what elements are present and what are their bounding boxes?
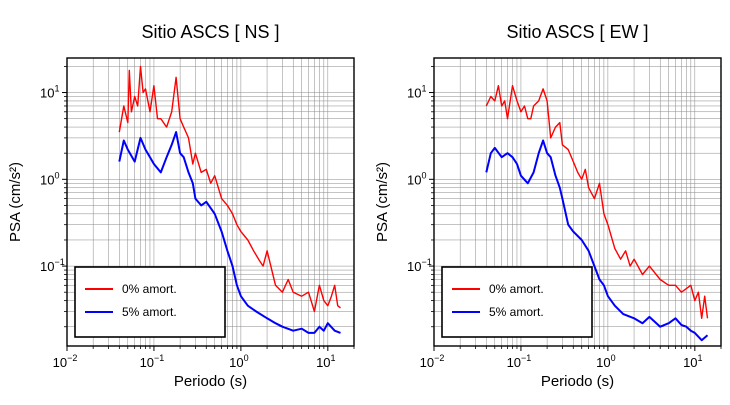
- ns-y-tick-exp: −1: [54, 257, 64, 267]
- ew-x-tick-label: 101: [683, 353, 702, 370]
- ew-y-axis-label: PSA (cm/s²): [374, 162, 391, 242]
- ew-y-tick-base: 10: [407, 172, 421, 187]
- ns-x-tick-exp: 0: [244, 353, 249, 363]
- ew-legend-box: [441, 266, 593, 338]
- ew-y-tick-base: 10: [407, 259, 421, 274]
- ew-x-tick-exp: 1: [698, 353, 703, 363]
- ew-x-tick-label: 10−2: [420, 353, 445, 370]
- ns-y-tick-base: 10: [40, 259, 54, 274]
- ns-y-tick-exp: 0: [54, 170, 59, 180]
- ew-y-tick-label: 10−1: [407, 257, 432, 274]
- ew-x-tick-exp: −1: [521, 353, 531, 363]
- ew-x-tick-base: 10: [507, 355, 521, 370]
- ew-y-tick-exp: 0: [421, 170, 426, 180]
- ew-x-tick-base: 10: [596, 355, 610, 370]
- ew-x-tick-label: 10−1: [507, 353, 532, 370]
- ns-legend-box: [74, 266, 226, 338]
- ns-x-tick-exp: 1: [331, 353, 336, 363]
- ns-x-tick-base: 10: [229, 355, 243, 370]
- ew-x-tick-base: 10: [683, 355, 697, 370]
- ew-plot-frame: [433, 57, 722, 347]
- ns-x-tick-base: 10: [53, 355, 67, 370]
- ns-y-tick-base: 10: [40, 172, 54, 187]
- ew-x-tick-label: 100: [596, 353, 615, 370]
- ns-x-tick-label: 101: [316, 353, 335, 370]
- ns-series-line-damping-0: [118, 65, 341, 313]
- ns-y-tick-label: 101: [40, 84, 59, 101]
- ns-legend-label-damping-0: 0% amort.: [122, 282, 177, 296]
- ew-y-tick-label: 100: [407, 170, 426, 187]
- ns-y-axis-label: PSA (cm/s²): [7, 162, 24, 242]
- ns-x-tick-label: 10−1: [140, 353, 165, 370]
- ew-y-tick-label: 101: [407, 84, 426, 101]
- ew-y-tick-exp: −1: [421, 257, 431, 267]
- ns-x-tick-exp: −2: [67, 353, 77, 363]
- ns-x-tick-label: 100: [229, 353, 248, 370]
- ns-y-tick-label: 100: [40, 170, 59, 187]
- ns-y-tick-base: 10: [40, 86, 54, 101]
- ns-series-line-damping-5: [118, 131, 341, 334]
- ew-chart-title: Sitio ASCS [ EW ]: [506, 22, 648, 42]
- ns-chart-title: Sitio ASCS [ NS ]: [141, 22, 279, 42]
- ns-y-tick-label: 10−1: [40, 257, 65, 274]
- ew-legend-label-damping-5: 5% amort.: [489, 305, 544, 319]
- ew-x-tick-base: 10: [420, 355, 434, 370]
- ew-series-line-damping-0: [485, 84, 709, 319]
- ns-x-tick-base: 10: [140, 355, 154, 370]
- ns-x-tick-base: 10: [316, 355, 330, 370]
- ew-series-line-damping-5: [485, 139, 709, 342]
- ns-y-tick-exp: 1: [54, 84, 59, 94]
- ns-legend: 0% amort. 5% amort.: [74, 266, 226, 338]
- ew-y-tick-exp: 1: [421, 84, 426, 94]
- ew-x-tick-exp: −2: [434, 353, 444, 363]
- ns-legend-label-damping-5: 5% amort.: [122, 305, 177, 319]
- ns-plot-frame: [66, 57, 355, 347]
- ns-x-tick-exp: −1: [154, 353, 164, 363]
- ew-legend: 0% amort. 5% amort.: [441, 266, 593, 338]
- ew-x-axis-label: Periodo (s): [541, 373, 614, 390]
- ew-x-tick-exp: 0: [611, 353, 616, 363]
- ns-x-axis-label: Periodo (s): [174, 373, 247, 390]
- ew-y-tick-base: 10: [407, 86, 421, 101]
- ns-x-tick-label: 10−2: [53, 353, 78, 370]
- ew-legend-label-damping-0: 0% amort.: [489, 282, 544, 296]
